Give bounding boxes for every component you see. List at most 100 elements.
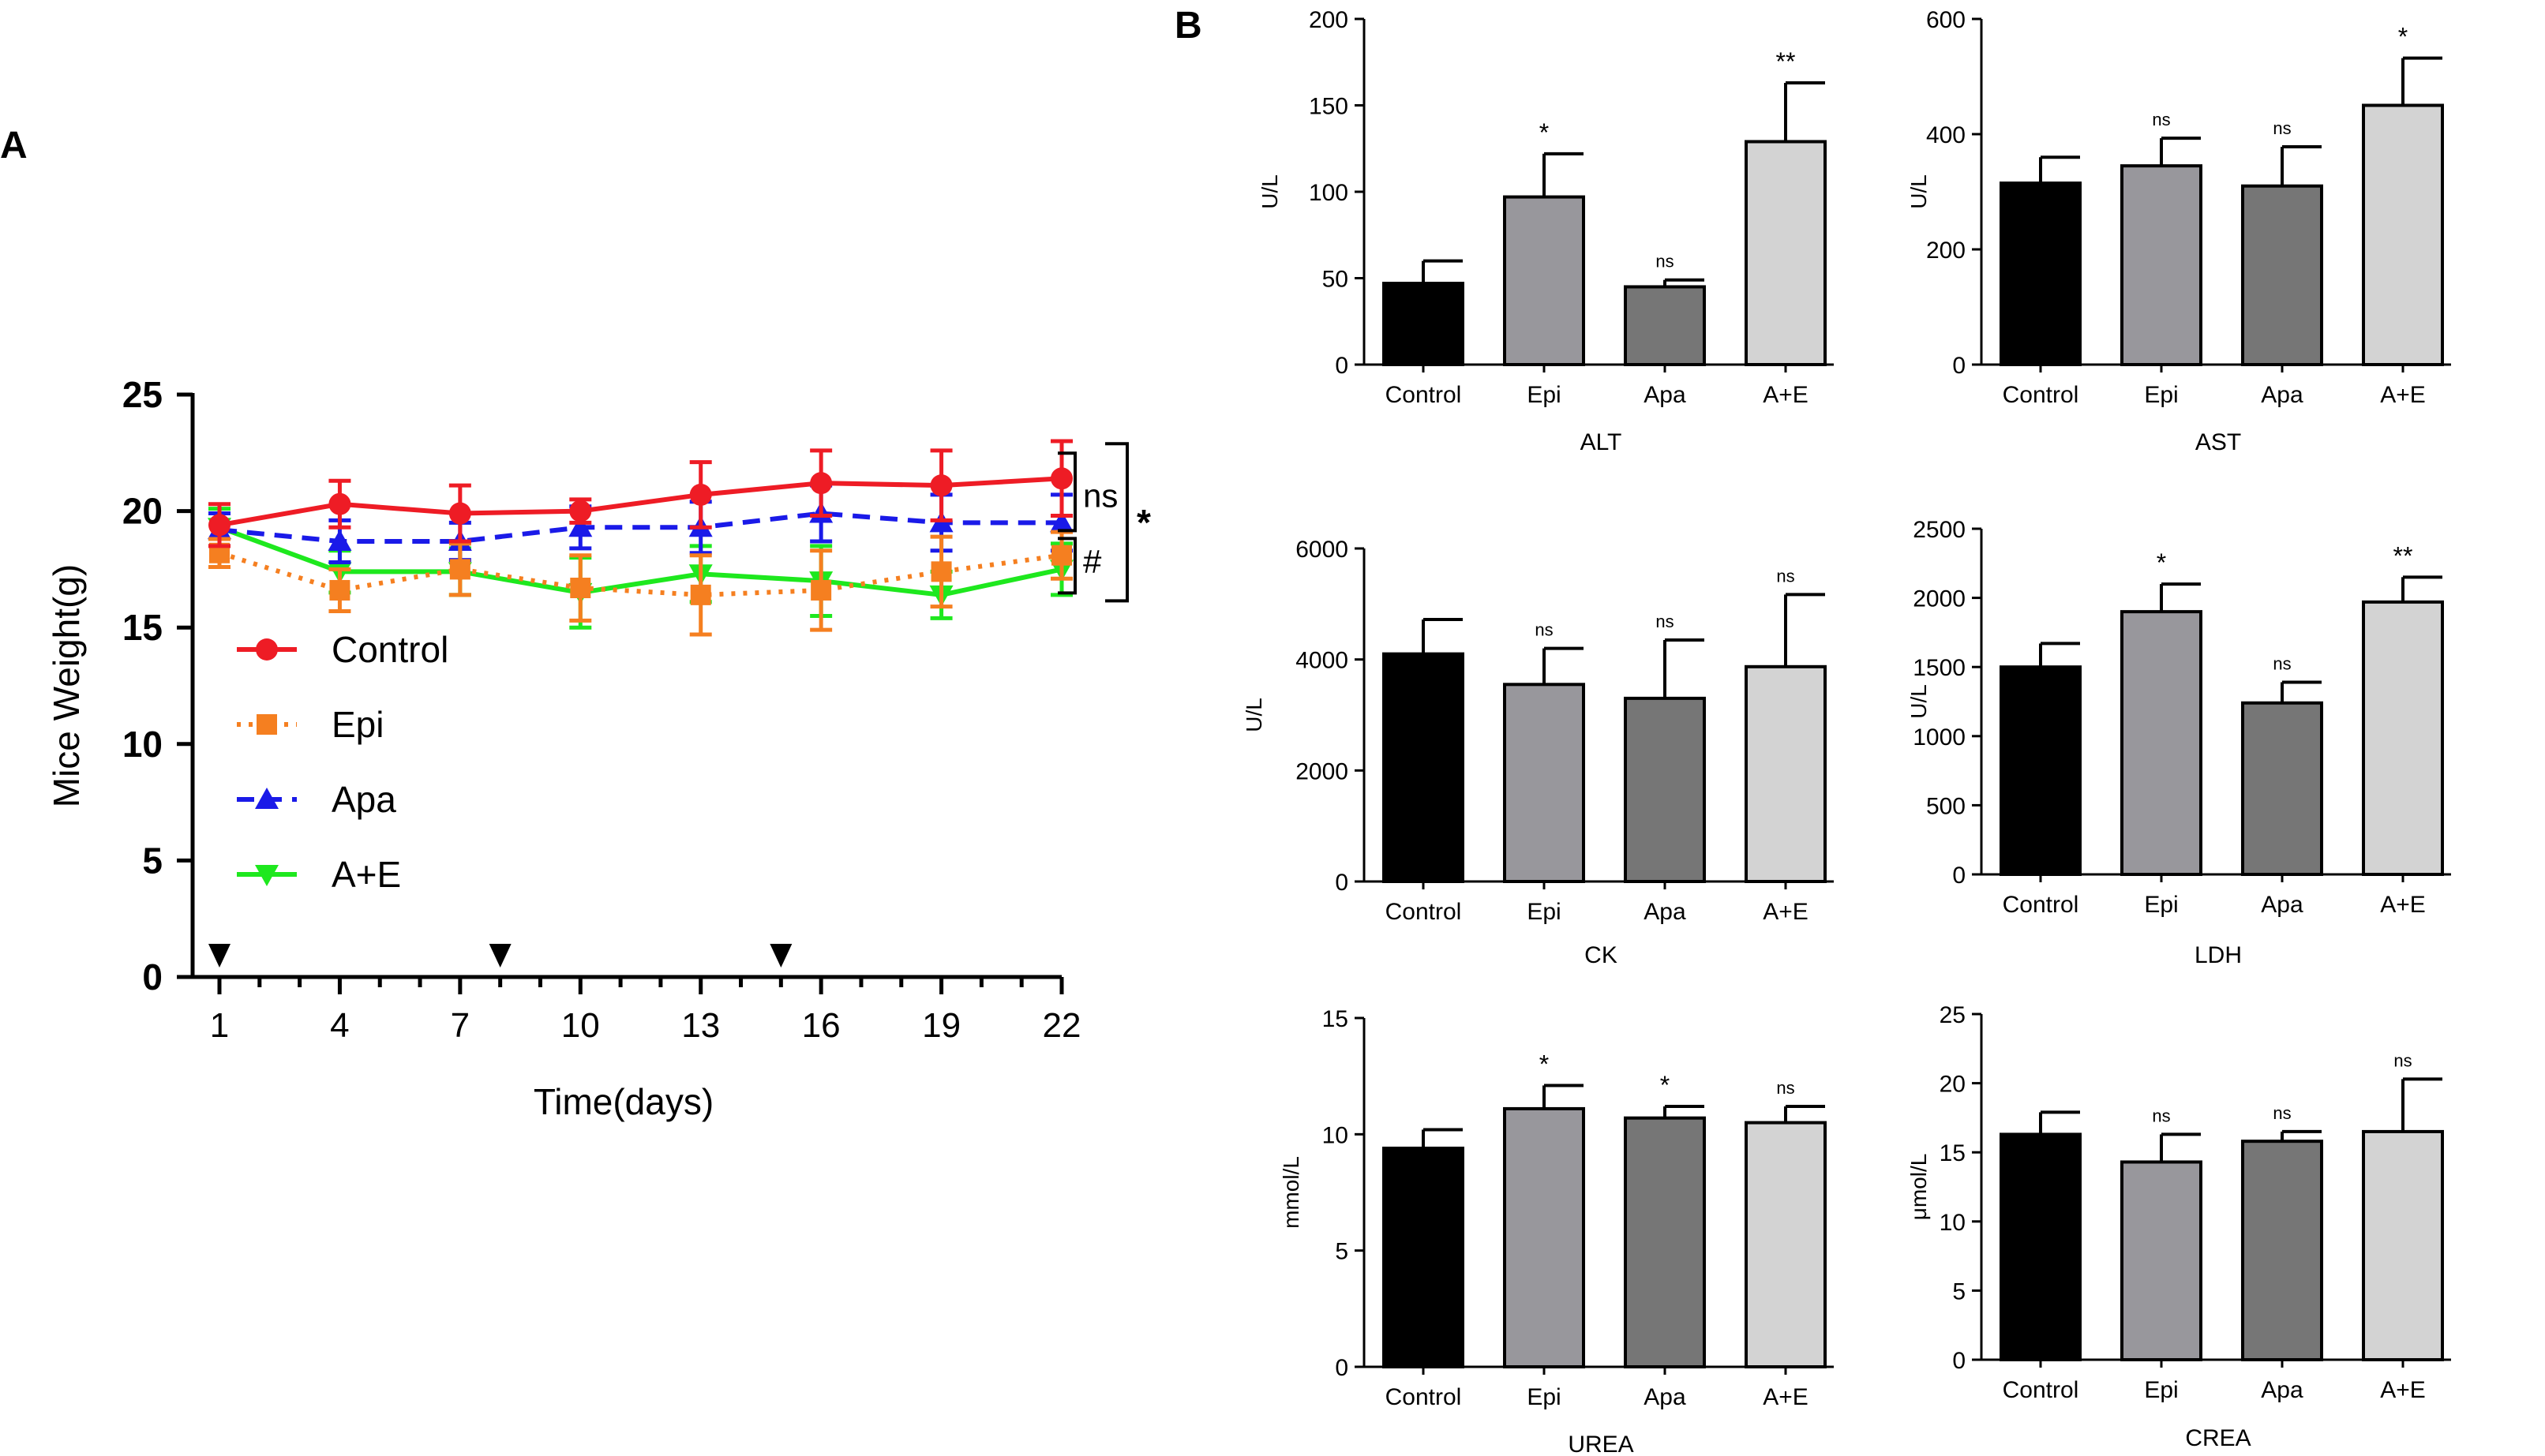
y-tick-label: 10 [122,724,163,765]
y-tick-label: 15 [1940,1140,1966,1166]
legend-marker [255,865,279,886]
bracket [1058,451,1077,533]
x-tick-label: Control [1385,899,1462,925]
bar [1624,285,1706,367]
significance-label: * [2398,23,2408,51]
bar-chart-ck: 0 2000 4000 6000 U/L Control Epi ns Apa ns A+E ns CK [1242,537,1834,968]
y-tick-label: 4000 [1295,648,1348,674]
y-axis-title: Mice Weight(g) [46,564,87,807]
bar [2241,1140,2323,1361]
series-line [219,476,1063,528]
treatment-marker [489,944,512,968]
y-tick-label: 0 [1335,1355,1348,1381]
panel-label-a: A [0,125,28,167]
series-epi [208,530,1073,637]
y-tick-label: 1000 [1913,724,1966,750]
bar [1745,140,1827,367]
bar [1503,195,1585,366]
y-tick-label: 0 [1952,1348,1966,1374]
y-tick-label: 5 [142,840,163,881]
significance-label: ns [2152,1106,2170,1125]
y-axis-title: μmol/L [1906,1154,1931,1221]
y-tick-label: 0 [1952,863,1966,889]
treatment-marker [770,944,793,968]
chart-title: CK [1584,942,1617,968]
data-point [689,483,712,506]
legend-label: Control [332,629,448,670]
panel-label-b: B [1175,5,1202,47]
x-tick-label: Control [2003,892,2079,918]
legend-label: Apa [332,779,396,820]
significance-label: ns [1776,566,1794,586]
bar [1382,282,1464,367]
bar [1624,1116,1706,1368]
significance-label: ns [1535,620,1553,640]
bar [2000,1132,2082,1361]
chart-title: CREA [2185,1425,2251,1451]
y-axis-title: U/L [1906,174,1931,209]
x-tick-label: 22 [1043,1006,1081,1045]
significance-label: ns [1083,477,1118,514]
x-tick-label: A+E [1763,1384,1808,1410]
data-point [449,559,470,580]
x-tick-label: Epi [2144,892,2178,918]
bar [1503,1106,1585,1369]
bar [2000,665,2082,876]
x-tick-label: Control [2003,1377,2079,1403]
significance-label: * [1660,1071,1670,1099]
y-tick-label: 50 [1322,267,1348,293]
y-axis-title: U/L [1906,684,1931,719]
y-tick-label: 0 [142,956,163,997]
x-tick-label: A+E [2380,382,2426,408]
y-tick-label: 20 [1940,1072,1966,1098]
x-tick-label: Control [2003,382,2079,408]
x-tick-label: Apa [1644,1384,1686,1410]
y-tick-label: 500 [1926,793,1966,819]
bar [2362,103,2444,366]
bar [2120,1160,2202,1361]
y-tick-label: 10 [1940,1210,1966,1236]
y-tick-label: 20 [122,491,163,532]
x-tick-label: 16 [802,1006,841,1045]
bar-chart-urea: 0 5 10 15 mmol/L Control Epi * Apa * A+E ns UREA [1279,1006,1834,1456]
series-line [218,525,1063,597]
x-tick-label: Epi [1527,899,1561,925]
y-tick-label: 200 [1926,238,1966,264]
data-point [690,584,711,605]
y-tick-label: 2000 [1295,758,1348,784]
x-tick-label: Epi [1527,382,1561,408]
series-line [219,511,1062,544]
data-point [569,500,592,522]
data-point [328,529,352,551]
data-point [568,515,593,537]
legend-marker [257,714,277,735]
significance-label: ns [2152,110,2170,129]
y-tick-label: 10 [1322,1122,1348,1148]
data-point [328,492,351,515]
legend-label: Epi [332,704,384,745]
x-tick-label: Apa [1644,382,1686,408]
significance-label: * [2157,548,2166,577]
legend-marker [256,638,278,661]
x-tick-label: A+E [1763,899,1808,925]
significance-label: ns [1655,252,1674,271]
bar [1745,1121,1827,1368]
significance-label: ns [1655,612,1674,631]
x-tick-label: 4 [330,1006,349,1045]
y-axis-title: U/L [1258,174,1282,209]
bracket [1105,442,1129,603]
y-tick-label: 0 [1335,353,1348,379]
x-tick-label: Apa [1644,899,1686,925]
data-point [448,502,471,525]
bar-chart-crea: 0 5 10 15 20 25 μmol/L Control Epi ns Apa ns A+E ns CR… [1906,1002,2451,1451]
chart-title: AST [2195,429,2241,455]
y-tick-label: 150 [1309,94,1348,120]
data-point [931,561,952,582]
y-tick-label: 5 [1952,1278,1966,1304]
bar [2120,610,2202,876]
x-tick-label: Epi [2144,382,2178,408]
y-tick-label: 25 [122,374,163,415]
bar [1503,683,1585,883]
